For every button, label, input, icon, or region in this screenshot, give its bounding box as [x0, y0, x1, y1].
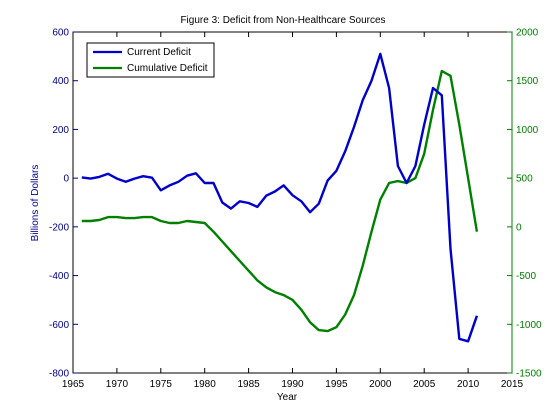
legend-label-cumulative-deficit: Cumulative Deficit [127, 63, 208, 74]
y2-tick-label: -500 [516, 271, 536, 282]
y2-tick-label: -1500 [516, 369, 542, 380]
x-tick-label: 2010 [457, 379, 480, 390]
x-tick-label: 2000 [369, 379, 392, 390]
y-axis-left: -800 -600 -400 -200 0 200 400 600 [49, 28, 78, 380]
x-tick-label: 2015 [501, 379, 524, 390]
chart-title: Figure 3: Deficit from Non-Healthcare So… [180, 15, 385, 26]
series-line-current-deficit [81, 52, 479, 343]
x-tick-label: 1975 [150, 379, 173, 390]
x-tick-label: 2005 [413, 379, 436, 390]
legend: Current Deficit Cumulative Deficit [86, 42, 215, 78]
x-tick-label: 1985 [237, 379, 260, 390]
y2-tick-label: -1000 [516, 320, 542, 331]
x-tick-label: 1995 [325, 379, 348, 390]
legend-box [86, 42, 215, 78]
y-tick-label: 600 [52, 28, 69, 39]
y-axis-right: -1500 -1000 -500 0 500 1000 1500 2000 [507, 28, 542, 380]
y-tick-label: -200 [49, 222, 69, 233]
y2-tick-label: 2000 [516, 28, 539, 39]
y-axis-label: Billions of Dollars [30, 165, 41, 242]
plot-area [72, 31, 513, 374]
y2-tick-label: 500 [516, 174, 533, 185]
y2-tick-label: 1000 [516, 125, 539, 136]
series-line-cumulative-deficit [81, 69, 479, 333]
legend-label-current-deficit: Current Deficit [127, 47, 191, 58]
y2-tick-label: 0 [516, 222, 522, 233]
y-tick-label: -600 [49, 320, 69, 331]
x-axis: 1965 1970 1975 1980 1985 1990 1995 2000 2005 2010… [62, 32, 524, 390]
series-layer [81, 52, 479, 343]
x-tick-label: 1965 [62, 379, 85, 390]
y2-tick-label: 1500 [516, 76, 539, 87]
y-tick-label: 400 [52, 76, 69, 87]
y-tick-label: 0 [63, 174, 69, 185]
x-tick-label: 1990 [281, 379, 304, 390]
y-tick-label: -800 [49, 369, 69, 380]
y-tick-label: -400 [49, 271, 69, 282]
x-axis-label: Year [277, 392, 298, 403]
x-tick-label: 1980 [194, 379, 217, 390]
x-tick-label: 1970 [106, 379, 129, 390]
y-tick-label: 200 [52, 125, 69, 136]
